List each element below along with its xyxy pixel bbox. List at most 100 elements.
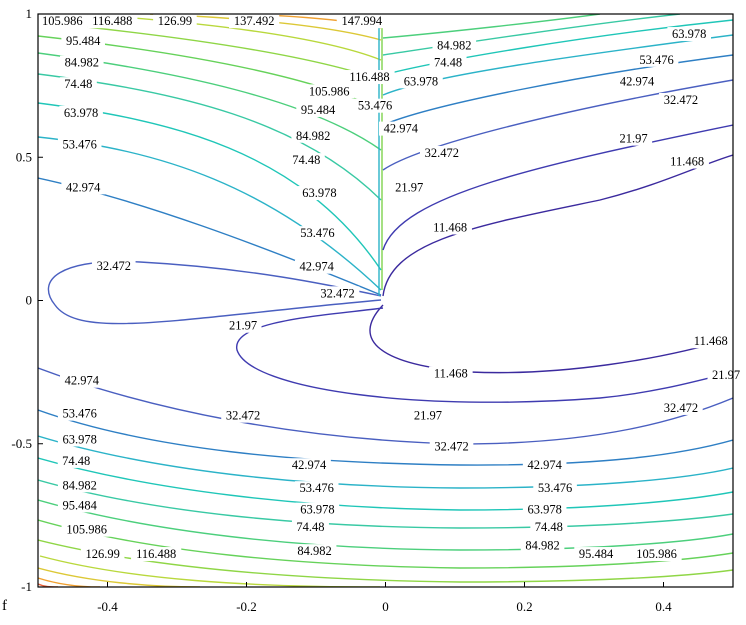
contour-label: 53.476 <box>63 407 97 421</box>
contour-label: 84.982 <box>297 544 331 558</box>
contour-label: 126.99 <box>85 547 119 561</box>
contour-label: 21.97 <box>229 319 257 333</box>
contour-label: 21.97 <box>395 180 423 194</box>
contour-line-84-lower <box>38 499 733 551</box>
contour-label: 32.472 <box>425 146 459 160</box>
contour-line-63-lower <box>38 457 733 511</box>
contour-label: 53.476 <box>300 481 334 495</box>
contour-label: 53.476 <box>639 53 673 67</box>
contour-label: 53.476 <box>538 481 572 495</box>
x-tick-label: 0 <box>382 599 389 614</box>
contour-label-backing <box>615 74 659 89</box>
contour-label-backing <box>409 408 447 423</box>
contour-line-74-upper-right <box>382 14 681 56</box>
contour-label: 105.986 <box>636 547 677 561</box>
contour-label-backing <box>522 458 567 473</box>
y-tick-label: -1 <box>21 579 32 594</box>
contour-label-backing <box>429 439 474 454</box>
contour-label-backing <box>304 84 355 99</box>
contour-label-backing <box>221 408 265 423</box>
contour-label: 74.48 <box>535 520 563 534</box>
contour-label: 95.484 <box>66 34 101 48</box>
contour-line-63-upper-right <box>382 19 733 76</box>
contour-line-32-left <box>47 260 382 325</box>
contour-label: 105.986 <box>66 523 107 537</box>
y-tick-label: -0.5 <box>11 436 32 451</box>
contour-label-backing <box>419 145 464 160</box>
contour-label-backing <box>87 14 138 29</box>
contour-label: 32.472 <box>664 401 698 415</box>
x-tick-label: -0.2 <box>236 599 257 614</box>
contour-line-11-lower <box>369 304 733 374</box>
contour-label-backing <box>61 180 105 195</box>
contour-label: 116.488 <box>349 70 389 84</box>
contour-label: 32.472 <box>320 286 354 300</box>
contour-labels: 105.986 116.488 126.99 137.492 147.99495.484… <box>37 14 745 562</box>
x-tick-label: 0.4 <box>655 599 672 614</box>
contour-label-backing <box>61 522 112 537</box>
contour-label: 84.982 <box>437 39 471 53</box>
contour-label-backing <box>80 547 125 562</box>
contour-label: 95.484 <box>579 547 614 561</box>
contour-label: 11.468 <box>670 155 704 169</box>
contour-label-backing <box>294 259 339 274</box>
contour-line-74-lower <box>38 479 733 529</box>
contour-label: 95.484 <box>301 103 336 117</box>
contour-label: 11.468 <box>694 334 728 348</box>
contour-label: 53.476 <box>358 99 392 113</box>
contour-label: 84.982 <box>63 478 97 492</box>
contour-label: 42.974 <box>384 122 419 136</box>
contour-label: 21.97 <box>712 368 740 382</box>
contour-label-backing <box>229 14 280 29</box>
contour-label: 21.97 <box>414 409 442 423</box>
contour-label-backing <box>520 538 565 553</box>
contour-label: 84.982 <box>525 538 559 552</box>
contour-label-backing <box>530 519 568 534</box>
contour-label-backing <box>353 98 397 113</box>
contour-label-backing <box>432 38 477 53</box>
contour-label: 42.974 <box>620 74 655 88</box>
contour-label-backing <box>399 74 443 89</box>
contour-label: 42.974 <box>66 180 101 194</box>
contour-label-backing <box>291 128 336 143</box>
contour-label: 105.986 <box>309 84 350 98</box>
contour-label: 74.48 <box>64 77 92 91</box>
contour-label-backing <box>57 406 102 421</box>
contour-line-84-upper-right <box>382 14 601 39</box>
contour-line-21-upper-right <box>382 124 733 251</box>
contour-label-backing <box>428 220 472 235</box>
contour-label-backing <box>291 519 329 534</box>
contour-label-backing <box>296 102 340 117</box>
contour-label: 63.978 <box>63 432 97 446</box>
contour-label: 42.974 <box>65 374 100 388</box>
contour-label: 11.468 <box>433 220 467 234</box>
contour-label-backing <box>295 502 340 517</box>
contour-label-backing <box>57 432 102 447</box>
contour-label: 116.488 <box>92 14 132 28</box>
contour-label-backing <box>59 373 104 388</box>
contour-label-backing <box>688 334 733 349</box>
contour-label-backing <box>615 131 653 146</box>
contour-label: 53.476 <box>300 226 334 240</box>
contour-label: 32.472 <box>664 93 698 107</box>
contour-label-backing <box>707 367 745 382</box>
contour-label-backing <box>665 154 709 169</box>
contour-label: 32.472 <box>434 440 468 454</box>
contour-label: 63.978 <box>672 27 706 41</box>
contour-label-backing <box>336 14 387 29</box>
contour-label: 84.982 <box>296 129 330 143</box>
contour-label: 11.468 <box>434 367 468 381</box>
contour-label-backing <box>287 153 325 168</box>
contour-label: 53.476 <box>63 137 97 151</box>
contour-label-backing <box>59 105 103 120</box>
contour-label-backing <box>224 318 262 333</box>
contour-line-42-lower <box>38 409 733 466</box>
contour-label-backing <box>667 27 712 42</box>
contour-label: 147.994 <box>342 14 383 28</box>
contour-label-backing <box>574 547 618 562</box>
contour-label: 116.488 <box>136 547 176 561</box>
contour-label-backing <box>634 52 679 67</box>
contour-label: 74.48 <box>434 56 462 70</box>
